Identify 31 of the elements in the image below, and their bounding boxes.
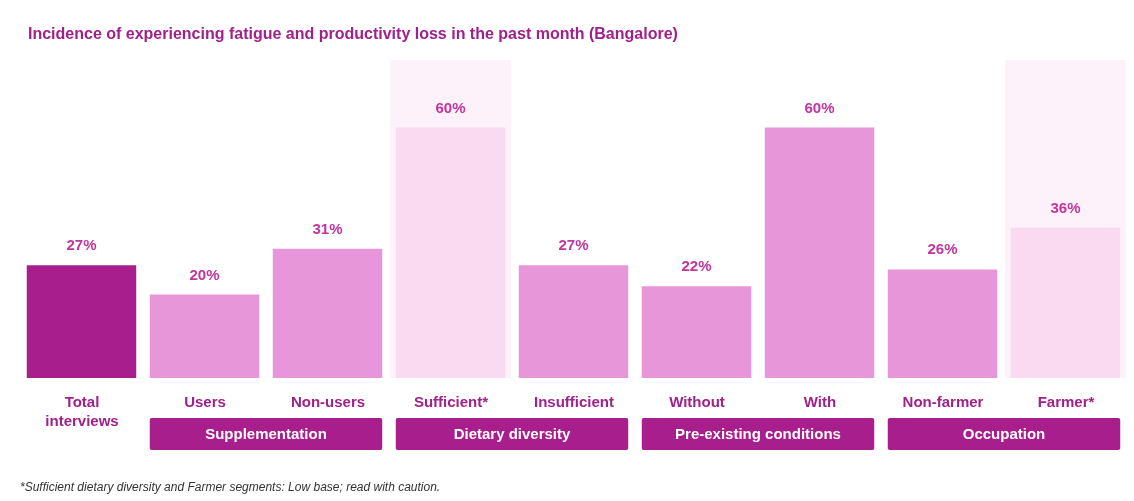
x-tick-label: With <box>803 392 837 410</box>
data-label: 27% <box>558 236 589 254</box>
text: Occupation <box>962 425 1046 442</box>
data-label: 26% <box>927 240 958 258</box>
x-tick-label: Farmer* <box>1037 392 1095 410</box>
text: *Sufficient dietary diversity and Farmer segments: Low base; read with caution. <box>20 480 441 494</box>
data-label: 27% <box>66 236 97 254</box>
bar <box>149 294 260 378</box>
bar <box>272 248 383 378</box>
text: Supplementation <box>205 425 327 442</box>
text: Dietary diversity <box>453 425 572 442</box>
data-label: 22% <box>681 257 712 275</box>
x-tick-label: Non-farmer <box>902 392 984 410</box>
text: Pre-existing conditions <box>675 425 841 442</box>
x-tick-label: Non-users <box>290 392 366 410</box>
data-label: 36% <box>1050 198 1081 216</box>
data-label: 60% <box>435 98 466 116</box>
x-tick-label: Sufficient* <box>413 392 489 410</box>
bar <box>518 265 629 378</box>
bar <box>26 265 137 378</box>
x-tick-label: Total interviews <box>45 392 119 429</box>
data-label: 60% <box>804 98 835 116</box>
bar <box>887 269 998 378</box>
x-tick-label: Without <box>669 392 725 410</box>
bar <box>764 127 875 378</box>
x-tick-label: Users <box>184 392 226 410</box>
data-label: 20% <box>189 265 220 283</box>
data-label: 31% <box>312 219 343 237</box>
x-tick-label: Insufficient <box>533 392 615 410</box>
chart-title: Incidence of experiencing fatigue and productivity loss in the past month (Bangalore) <box>28 25 678 42</box>
bar <box>641 286 752 378</box>
